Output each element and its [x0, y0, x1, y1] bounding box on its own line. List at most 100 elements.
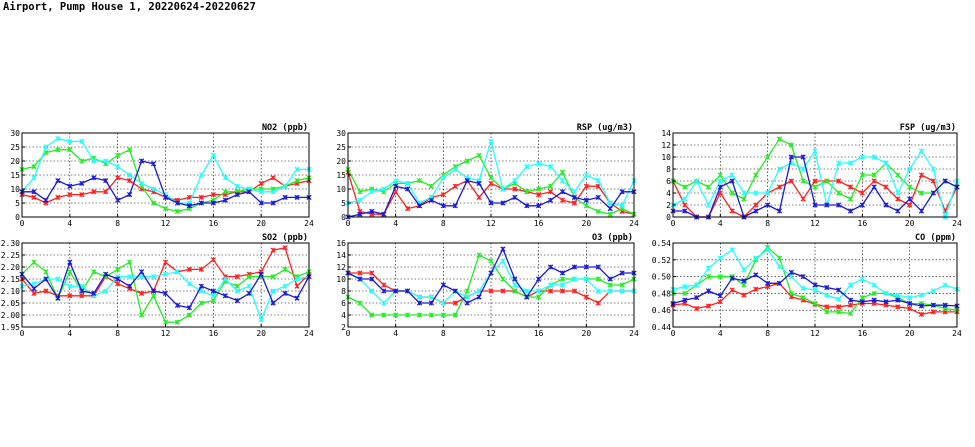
- y-tick-label: 25: [336, 143, 346, 152]
- x-tick-label: 24: [304, 329, 314, 338]
- chart-1: 0 4 8 12 16 20 24 0 5 10 15 20 25 30 RSP (ug/m3): [336, 123, 639, 228]
- data-point: [258, 271, 264, 277]
- data-point: [536, 191, 542, 198]
- data-point: [559, 177, 566, 184]
- data-point: [776, 136, 783, 142]
- data-point: [258, 200, 264, 206]
- data-point: [270, 288, 276, 294]
- y-tick-label: 2: [341, 323, 346, 332]
- data-point: [883, 202, 889, 208]
- data-point: [67, 259, 73, 265]
- data-point: [294, 166, 300, 173]
- data-point: [500, 258, 506, 264]
- data-point: [694, 178, 700, 184]
- data-point: [682, 297, 688, 303]
- data-point: [571, 200, 578, 206]
- data-point: [198, 300, 204, 306]
- data-point: [162, 319, 169, 325]
- data-point: [776, 208, 783, 214]
- data-point: [150, 288, 157, 294]
- data-point: [150, 186, 157, 192]
- x-tick-label: 0: [346, 219, 351, 228]
- x-tick-label: 8: [441, 219, 446, 228]
- data-point: [942, 282, 948, 288]
- data-point: [115, 175, 121, 181]
- data-point: [138, 180, 145, 187]
- data-point: [765, 202, 771, 208]
- data-point: [907, 196, 913, 202]
- data-point: [127, 191, 133, 198]
- data-point: [859, 202, 865, 208]
- data-point: [930, 288, 936, 294]
- data-point: [150, 293, 157, 299]
- data-point: [210, 293, 216, 299]
- data-point: [476, 252, 482, 258]
- data-point: [115, 163, 121, 170]
- data-point: [765, 247, 771, 253]
- data-point: [930, 166, 936, 172]
- data-point: [198, 200, 204, 206]
- data-point: [812, 287, 818, 293]
- x-tick-label: 24: [629, 219, 639, 228]
- data-point: [619, 282, 625, 288]
- data-point: [547, 163, 554, 170]
- y-tick-label: 10: [336, 275, 346, 284]
- data-point: [103, 177, 109, 184]
- data-point: [619, 203, 625, 209]
- y-tick-label: 2.30: [1, 239, 20, 248]
- data-point: [607, 288, 613, 294]
- data-point: [729, 190, 735, 196]
- data-point: [210, 152, 216, 159]
- data-point: [294, 276, 300, 282]
- data-point: [682, 196, 688, 202]
- data-point: [67, 293, 73, 299]
- data-point: [859, 190, 865, 196]
- data-point: [824, 178, 830, 184]
- data-point: [67, 269, 73, 275]
- data-point: [500, 246, 506, 252]
- data-point: [174, 208, 181, 215]
- y-tick-label: 0: [341, 213, 346, 222]
- data-point: [43, 197, 49, 203]
- data-point: [294, 194, 300, 201]
- data-point: [571, 194, 578, 201]
- data-point: [416, 203, 423, 209]
- data-point: [258, 189, 264, 195]
- data-point: [871, 290, 877, 297]
- data-point: [895, 196, 901, 202]
- x-tick-label: 12: [486, 219, 496, 228]
- x-tick-label: 0: [20, 329, 25, 338]
- data-point: [428, 197, 435, 203]
- x-tick-label: 8: [765, 219, 770, 228]
- y-tick-label: 30: [336, 129, 346, 138]
- data-point: [103, 158, 109, 164]
- data-point: [547, 264, 554, 270]
- data-point: [918, 172, 925, 178]
- data-point: [583, 197, 589, 203]
- data-point: [404, 205, 411, 212]
- data-point: [198, 283, 204, 289]
- data-point: [55, 194, 61, 201]
- data-point: [836, 296, 842, 302]
- data-point: [43, 144, 49, 150]
- data-point: [222, 197, 228, 203]
- x-tick-label: 20: [905, 219, 915, 228]
- data-point: [765, 190, 771, 196]
- data-point: [717, 273, 723, 280]
- data-point: [559, 189, 566, 195]
- data-point: [536, 203, 542, 209]
- data-point: [942, 302, 948, 308]
- data-point: [416, 312, 423, 318]
- data-point: [705, 273, 712, 280]
- y-tick-label: 14: [661, 129, 671, 138]
- data-point: [150, 200, 157, 206]
- data-point: [186, 312, 193, 318]
- data-point: [162, 205, 169, 212]
- data-point: [488, 180, 494, 187]
- data-point: [895, 292, 901, 298]
- y-tick-label: 0.50: [652, 273, 671, 282]
- x-tick-label: 8: [115, 219, 120, 228]
- data-point: [907, 294, 913, 301]
- data-point: [404, 312, 411, 318]
